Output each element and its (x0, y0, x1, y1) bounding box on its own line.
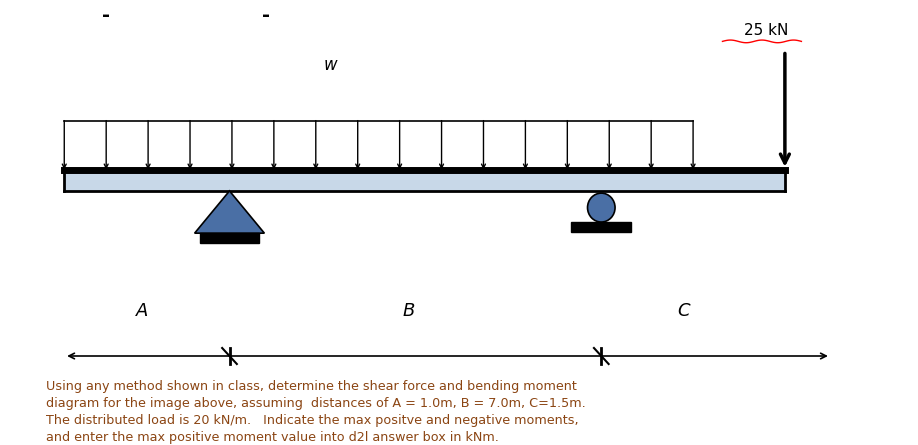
Text: and enter the max positive moment value into d2l answer box in kNm.: and enter the max positive moment value … (46, 431, 498, 444)
Bar (64, 170, 785, 191)
Text: C: C (677, 303, 690, 320)
Text: -: - (102, 6, 109, 25)
Text: -: - (263, 6, 270, 25)
Text: The distributed load is 20 kN/m.   Indicate the max positve and negative moments: The distributed load is 20 kN/m. Indicat… (46, 414, 578, 427)
Bar (200, 233, 260, 243)
Text: B: B (402, 303, 415, 320)
Ellipse shape (588, 193, 615, 222)
Text: 25 kN: 25 kN (744, 23, 789, 38)
Text: diagram for the image above, assuming  distances of A = 1.0m, B = 7.0m, C=1.5m.: diagram for the image above, assuming di… (46, 397, 586, 410)
Polygon shape (195, 191, 264, 233)
Bar (571, 222, 632, 232)
Text: w: w (324, 56, 337, 73)
Text: A: A (136, 303, 149, 320)
Text: Using any method shown in class, determine the shear force and bending moment: Using any method shown in class, determi… (46, 380, 577, 393)
